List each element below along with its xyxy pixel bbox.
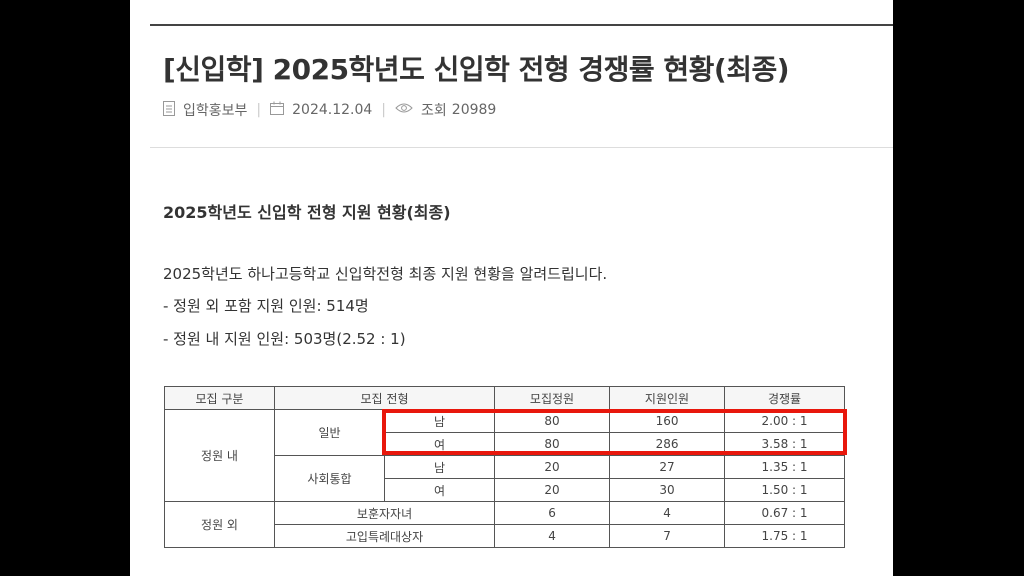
type-cell: 보훈자자녀 <box>273 501 496 525</box>
table-row: 고입특례대상자 4 7 1.75 : 1 <box>165 524 846 548</box>
admission-table: 모집 구분 모집 전형 모집정원 지원인원 경쟁률 정원 내 일반 남 80 1… <box>164 386 846 548</box>
ratio-cell: 1.50 : 1 <box>724 478 846 502</box>
table-row: 사회통합 남 20 27 1.35 : 1 <box>165 455 846 502</box>
views-count: 20989 <box>451 102 497 118</box>
ratio-cell: 1.75 : 1 <box>724 524 846 548</box>
col-header: 경쟁률 <box>724 386 846 410</box>
gender-cell: 여 <box>383 478 496 502</box>
intro-line: 2025학년도 하나고등학교 신입학전형 최종 지원 현황을 알려드립니다. <box>163 265 608 283</box>
calendar-icon <box>270 101 285 119</box>
applicants-cell: 4 <box>609 501 726 525</box>
applicants-cell: 7 <box>609 524 726 548</box>
table-header-row: 모집 구분 모집 전형 모집정원 지원인원 경쟁률 <box>164 386 846 410</box>
applicants-cell: 27 <box>609 455 726 479</box>
group-cell: 정원 외 <box>164 501 275 548</box>
group-cell: 정원 내 <box>164 409 275 502</box>
meta-separator: | <box>381 102 387 118</box>
top-border <box>150 24 893 26</box>
section-title: 2025학년도 신입학 전형 지원 현황(최종) <box>163 203 451 222</box>
quota-cell: 4 <box>494 524 611 548</box>
bullet-total: - 정원 외 포함 지원 인원: 514명 <box>163 297 369 315</box>
gender-cell: 남 <box>383 409 496 433</box>
type-cell: 사회통합 <box>274 455 385 502</box>
col-header: 모집 전형 <box>273 386 496 410</box>
document-icon <box>163 100 175 120</box>
gender-cell: 남 <box>383 455 496 479</box>
highlight-box <box>382 409 847 455</box>
post-title: [신입학] 2025학년도 신입학 전형 경쟁률 현황(최종) <box>163 53 790 86</box>
bullet-in-quota: - 정원 내 지원 인원: 503명(2.52 : 1) <box>163 330 406 348</box>
ratio-cell: 0.67 : 1 <box>724 501 846 525</box>
post-date: 2024.12.04 <box>292 102 373 118</box>
quota-cell: 20 <box>494 455 611 479</box>
views-label: 조회 <box>421 103 447 119</box>
header-divider <box>150 147 893 148</box>
eye-icon <box>395 102 413 118</box>
col-header: 지원인원 <box>609 386 726 410</box>
quota-cell: 20 <box>494 478 611 502</box>
applicants-cell: 30 <box>609 478 726 502</box>
type-cell: 일반 <box>274 409 385 456</box>
col-header: 모집 구분 <box>164 386 275 410</box>
post-author: 입학홍보부 <box>183 103 248 119</box>
quota-cell: 6 <box>494 501 611 525</box>
col-header: 모집정원 <box>494 386 611 410</box>
ratio-cell: 1.35 : 1 <box>724 455 846 479</box>
post-meta: 입학홍보부 | 2024.12.04 | 조회 20989 <box>163 100 496 120</box>
type-cell: 고입특례대상자 <box>273 524 496 548</box>
table-row: 정원 외 보훈자자녀 6 4 0.67 : 1 <box>164 501 846 548</box>
meta-separator: | <box>256 102 262 118</box>
post-page: [신입학] 2025학년도 신입학 전형 경쟁률 현황(최종) 입학홍보부 | … <box>130 0 893 576</box>
